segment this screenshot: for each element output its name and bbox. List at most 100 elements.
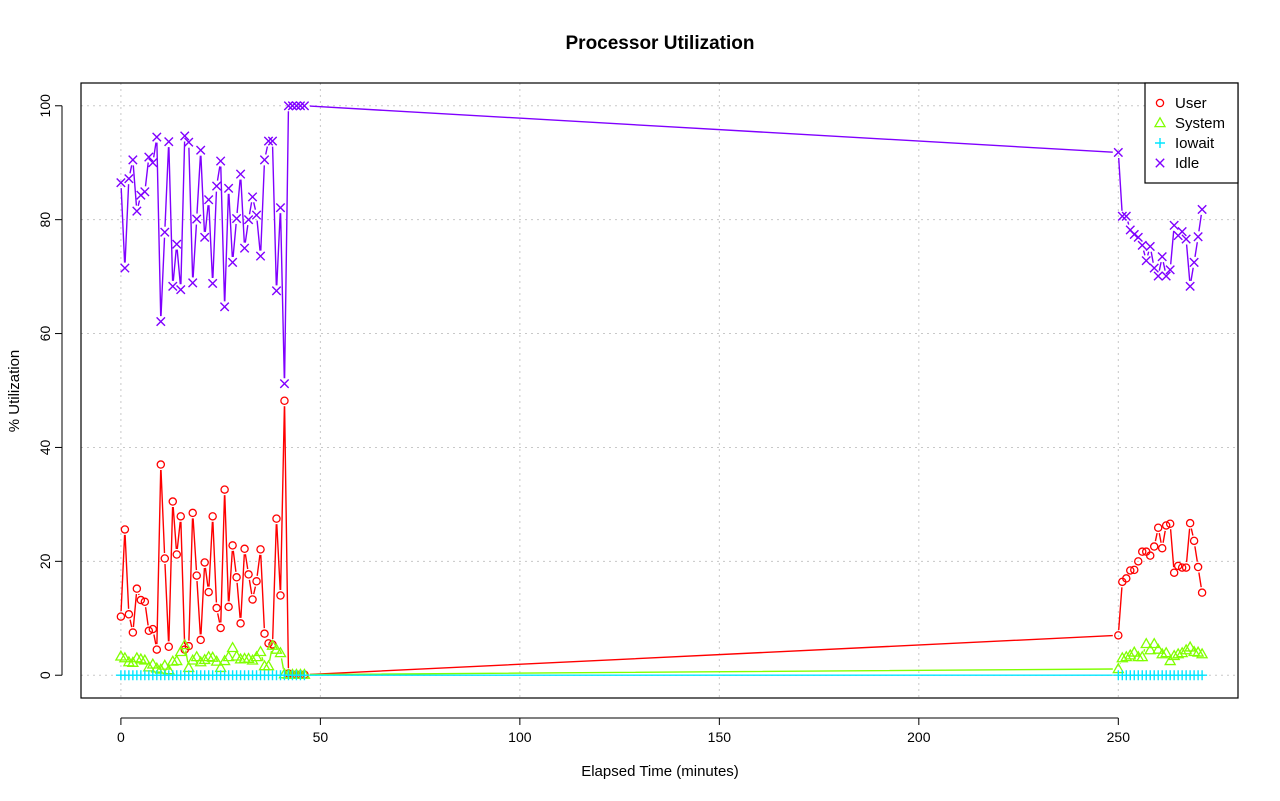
data-point-idle xyxy=(120,263,130,273)
data-point-user xyxy=(192,571,201,580)
series-idle xyxy=(116,101,1207,389)
data-point-idle xyxy=(1129,229,1139,240)
series-layer xyxy=(114,101,1209,681)
legend-item-user: User xyxy=(1155,95,1207,112)
data-point-idle xyxy=(203,195,214,205)
data-point-system xyxy=(1184,640,1197,652)
data-point-system xyxy=(1180,643,1193,655)
legend-marker-system xyxy=(1153,116,1167,128)
data-point-system xyxy=(246,653,259,665)
data-point-user xyxy=(252,577,261,586)
data-point-user xyxy=(1185,518,1195,528)
data-point-idle xyxy=(1157,251,1167,262)
data-point-user xyxy=(200,558,209,567)
data-point-idle xyxy=(267,136,278,146)
data-point-user xyxy=(236,619,245,628)
data-point-idle xyxy=(1185,281,1195,291)
y-axis-label: % Utilization xyxy=(6,350,23,433)
data-point-idle xyxy=(188,278,198,288)
data-point-idle xyxy=(243,214,254,225)
data-point-idle xyxy=(160,227,170,237)
data-point-idle xyxy=(140,187,150,197)
legend-item-system: System xyxy=(1153,115,1225,132)
data-point-system xyxy=(222,650,235,662)
data-point-idle xyxy=(211,181,222,191)
data-point-user xyxy=(208,512,217,521)
data-point-user xyxy=(1130,565,1139,575)
data-point-system xyxy=(1124,648,1137,660)
data-point-user xyxy=(156,460,166,469)
data-point-idle xyxy=(287,101,298,111)
data-point-system xyxy=(274,646,287,658)
data-point-system xyxy=(146,657,159,669)
data-point-user xyxy=(1134,557,1143,566)
data-point-idle xyxy=(116,177,126,188)
data-point-idle xyxy=(172,239,182,249)
series-system xyxy=(114,637,1209,679)
data-point-idle xyxy=(1117,211,1127,221)
data-point-user xyxy=(244,570,253,579)
data-point-idle xyxy=(1161,271,1171,281)
data-point-user xyxy=(1137,547,1147,556)
data-point-user xyxy=(140,597,150,607)
data-point-system xyxy=(250,650,263,662)
data-point-idle xyxy=(144,152,154,162)
data-point-idle xyxy=(263,136,274,146)
data-point-idle xyxy=(1133,232,1143,243)
data-point-user xyxy=(1122,574,1131,583)
data-point-idle xyxy=(255,251,266,261)
data-point-user xyxy=(172,550,182,559)
series-user xyxy=(116,396,1207,679)
data-point-idle xyxy=(1121,211,1131,221)
data-point-idle xyxy=(295,101,306,111)
y-tick-label: 40 xyxy=(37,439,53,455)
data-point-system xyxy=(1148,637,1161,649)
data-point-system xyxy=(1116,651,1129,663)
data-point-idle xyxy=(227,257,238,268)
series-line-system xyxy=(185,649,1146,676)
data-point-system xyxy=(254,645,267,657)
data-point-idle xyxy=(251,210,262,220)
data-point-user xyxy=(216,623,225,633)
data-point-idle xyxy=(207,278,218,289)
y-tick-label: 20 xyxy=(37,553,53,569)
data-point-idle xyxy=(195,145,206,155)
chart-title: Processor Utilization xyxy=(566,33,755,54)
data-point-user xyxy=(144,626,154,636)
data-point-system xyxy=(186,653,199,665)
data-point-system xyxy=(138,653,151,665)
data-point-idle xyxy=(1197,204,1207,215)
data-point-user xyxy=(136,595,146,605)
data-point-idle xyxy=(1153,271,1163,281)
data-point-idle xyxy=(1141,255,1151,266)
data-point-idle xyxy=(271,286,282,296)
legend-label: Idle xyxy=(1175,155,1199,172)
data-point-system xyxy=(1156,647,1169,659)
data-point-system xyxy=(198,653,211,665)
data-point-idle xyxy=(235,169,246,179)
x-tick-label: 150 xyxy=(708,729,732,745)
data-point-idle xyxy=(152,132,162,142)
data-point-user xyxy=(1126,566,1135,575)
data-point-user xyxy=(1153,523,1163,532)
data-point-idle xyxy=(1113,147,1124,158)
data-point-system xyxy=(1140,637,1153,649)
data-point-idle xyxy=(184,137,194,147)
data-point-user xyxy=(128,628,138,637)
data-point-idle xyxy=(283,101,294,111)
legend-label: System xyxy=(1175,115,1225,132)
data-point-user xyxy=(1169,568,1179,577)
data-point-idle xyxy=(1145,241,1155,252)
axes: 0 50 100 150 200 250 0 20 40 60 80 100 xyxy=(37,94,1130,745)
data-point-idle xyxy=(1177,226,1187,237)
data-point-user xyxy=(240,544,249,554)
data-point-idle xyxy=(279,378,290,389)
y-tick-label: 0 xyxy=(37,671,53,679)
data-point-system xyxy=(190,650,203,662)
legend-label: Iowait xyxy=(1175,135,1215,152)
data-point-user xyxy=(196,635,205,645)
data-point-user xyxy=(176,512,185,521)
data-point-system xyxy=(206,651,219,662)
data-point-idle xyxy=(1189,257,1199,268)
